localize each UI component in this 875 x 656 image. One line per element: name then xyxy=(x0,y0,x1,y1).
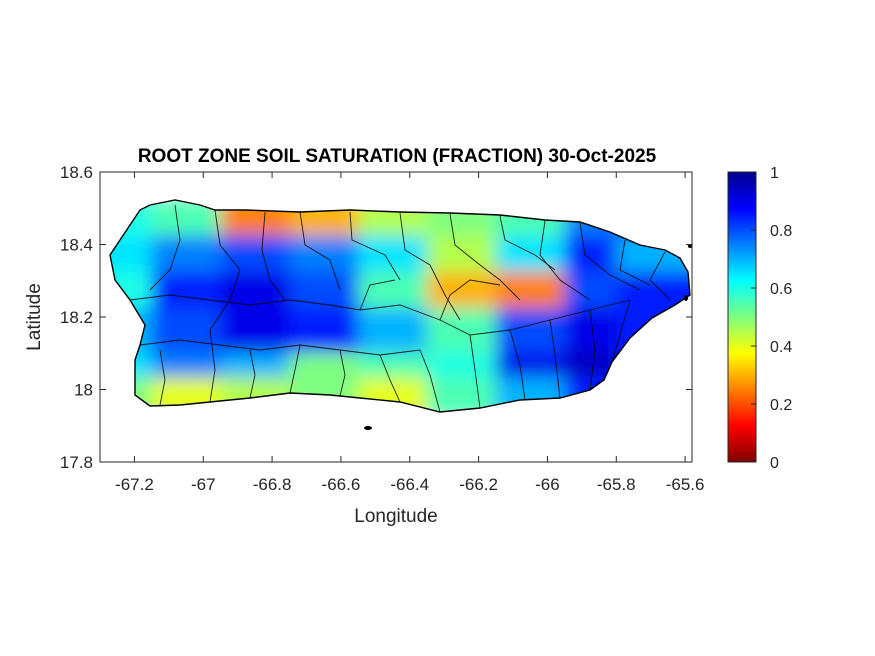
x-tick-label: -67.2 xyxy=(115,475,154,494)
y-axis-ticks: 18.6 18.4 18.2 18 17.8 xyxy=(60,163,692,472)
colorbar-tick-label: 0.8 xyxy=(770,223,792,240)
colorbar-tick-label: 0.4 xyxy=(770,339,792,356)
x-tick-label: -66.6 xyxy=(322,475,361,494)
y-tick-label: 18.6 xyxy=(60,163,93,182)
colorbar-tick-label: 0.6 xyxy=(770,281,792,298)
x-tick-label: -66.4 xyxy=(390,475,429,494)
y-axis-label: Latitude xyxy=(24,283,45,351)
colorbar-tick-label: 1 xyxy=(770,165,779,182)
x-tick-label: -65.8 xyxy=(597,475,636,494)
x-axis-label: Longitude xyxy=(354,506,437,527)
chart-title: ROOT ZONE SOIL SATURATION (FRACTION) 30-… xyxy=(138,146,657,167)
y-tick-label: 18.2 xyxy=(60,308,93,327)
colorbar xyxy=(727,171,757,463)
colorbar-tick-label: 0.2 xyxy=(770,397,792,414)
y-tick-label: 18.4 xyxy=(60,236,93,255)
municipality-boundaries xyxy=(129,204,671,412)
x-tick-label: -66 xyxy=(535,475,560,494)
x-tick-label: -66.2 xyxy=(459,475,498,494)
x-tick-label: -65.6 xyxy=(666,475,705,494)
x-axis-ticks: -67.2 -67 -66.8 -66.6 -66.4 -66.2 -66 -65.8 -65.… xyxy=(115,172,704,494)
y-tick-label: 18 xyxy=(74,381,93,400)
x-tick-label: -66.8 xyxy=(253,475,292,494)
x-tick-label: -67 xyxy=(191,475,216,494)
y-tick-label: 17.8 xyxy=(60,453,93,472)
island-outline xyxy=(109,199,691,413)
colorbar-tick-label: 0 xyxy=(770,455,779,472)
colorbar-ticks: 1 0.8 0.6 0.4 0.2 0 xyxy=(751,165,792,472)
